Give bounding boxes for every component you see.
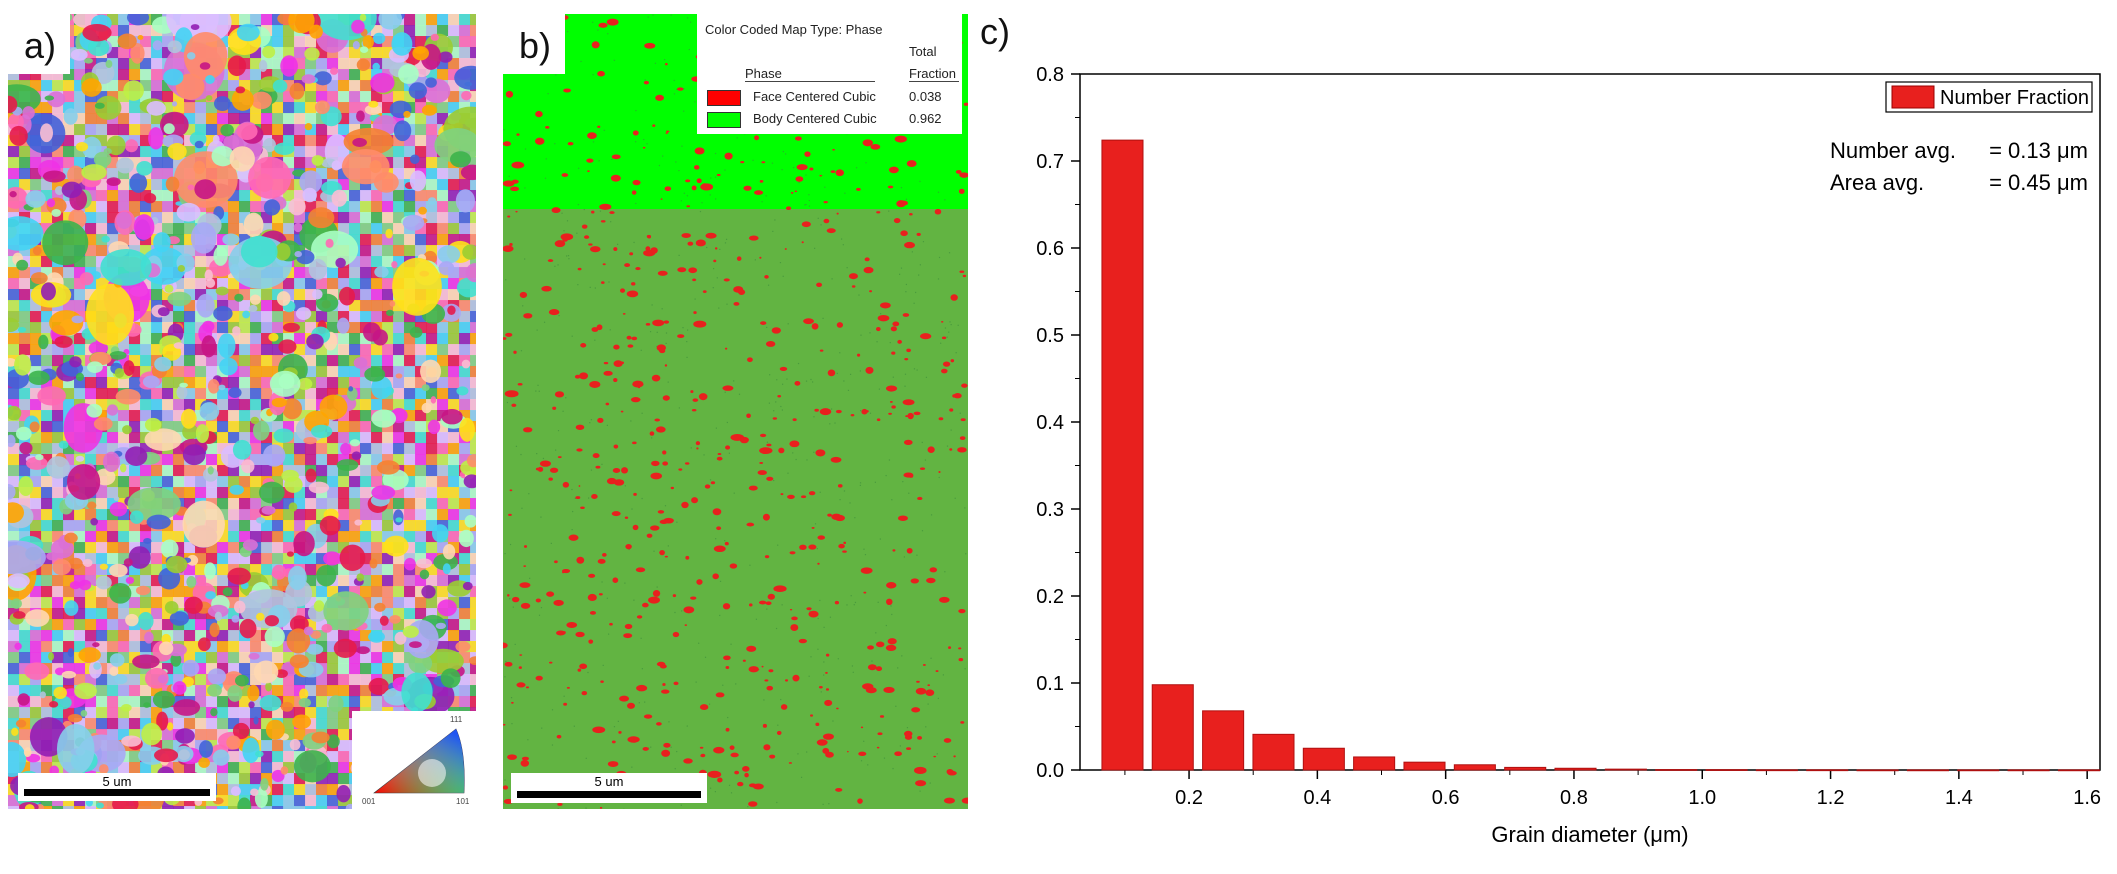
histogram-bar: [1151, 684, 1194, 771]
scale-bar-label: 5 um: [102, 774, 132, 789]
plot-frame: [1079, 73, 2101, 771]
histogram-bar: [2007, 769, 2050, 772]
ipf-label-001: 001: [362, 797, 376, 806]
column-header-fraction: Fraction: [909, 66, 959, 82]
ipf-label-111: 111: [450, 715, 463, 724]
y-tick-label: 0.7: [1036, 151, 1064, 173]
annotation-label: Area avg.: [1830, 170, 1924, 195]
histogram-bar: [1453, 764, 1496, 771]
ipf-triangle-icon: [373, 728, 465, 794]
histogram-bar: [1554, 767, 1597, 771]
chart-legend: Number Fraction: [1885, 81, 2093, 113]
legend-row: Face Centered Cubic 0.038: [705, 88, 960, 108]
histogram-bar: [1755, 769, 1798, 772]
phase-map: b) Color Coded Map Type: Phase Total Pha…: [503, 14, 968, 809]
column-header-total: Total: [909, 44, 937, 59]
panel-c-label: c): [980, 11, 1010, 52]
y-tick-label: 0.6: [1036, 238, 1064, 260]
ipf-label-101: 101: [456, 797, 470, 806]
fcc-color-swatch: [707, 90, 741, 106]
histogram-bar: [2057, 769, 2100, 772]
panel-b-label: b): [503, 14, 566, 74]
legend-phase-fraction: 0.962: [909, 111, 942, 126]
scale-bar: 5 um: [18, 773, 216, 801]
histogram-bar: [1604, 768, 1647, 771]
histogram-bar: [1957, 769, 2000, 772]
y-tick-label: 0.1: [1036, 673, 1064, 695]
annotation-value: = 0.45 μm: [1989, 170, 2088, 195]
y-tick-label: 0.2: [1036, 586, 1064, 608]
annotation-label: Number avg.: [1830, 138, 1956, 163]
x-axis-label: Grain diameter (μm): [1491, 822, 1688, 847]
ipf-orientation-map: a) 5 um 111 001 101: [8, 14, 476, 809]
histogram-bar: [1906, 769, 1949, 772]
histogram-bar: [1806, 769, 1849, 772]
y-tick-label: 0.5: [1036, 325, 1064, 347]
scale-bar-line: [517, 791, 701, 798]
y-tick-label: 0.4: [1036, 412, 1064, 434]
x-tick-label: 0.6: [1432, 787, 1460, 809]
y-tick-label: 0.0: [1036, 760, 1064, 782]
orientation-map-image: [8, 14, 476, 809]
panel-a-label: a): [8, 14, 71, 74]
histogram-bar: [1302, 747, 1345, 771]
y-tick-label: 0.8: [1036, 64, 1064, 86]
legend-swatch: [1891, 85, 1935, 109]
histogram-bar: [1705, 769, 1748, 771]
ipf-color-key: 111 001 101: [352, 711, 476, 809]
column-header-phase: Phase: [745, 66, 875, 82]
grain-size-histogram: 0.0 0.1 0.2 0.3 0.4 0.5 0.6 0.7 0.8 0.2 0.4 0.6 0.8 1…: [1036, 64, 2101, 847]
x-tick-label: 1.0: [1688, 787, 1716, 809]
histogram-bar: [1504, 766, 1547, 771]
x-tick-label: 0.8: [1560, 787, 1588, 809]
histogram-bar: [1655, 769, 1698, 771]
legend-phase-name: Body Centered Cubic: [753, 111, 877, 126]
x-tick-label: 1.2: [1817, 787, 1845, 809]
bcc-color-swatch: [707, 112, 741, 128]
histogram-bar: [1252, 733, 1295, 771]
legend-row: Body Centered Cubic 0.962: [705, 110, 960, 130]
x-tick-label: 0.2: [1175, 787, 1203, 809]
x-tick-label: 1.6: [2073, 787, 2101, 809]
annotation-value: = 0.13 μm: [1989, 138, 2088, 163]
histogram-bar: [1353, 756, 1396, 771]
legend-label: Number Fraction: [1940, 87, 2089, 109]
histogram-bar: [1403, 761, 1446, 771]
scale-bar: 5 um: [511, 773, 707, 803]
legend-phase-name: Face Centered Cubic: [753, 89, 876, 104]
phase-legend: Color Coded Map Type: Phase Total Phase …: [697, 14, 962, 134]
histogram-bar: [1202, 710, 1245, 771]
x-tick-label: 0.4: [1303, 787, 1331, 809]
histogram-bar: [1856, 769, 1899, 772]
scale-bar-label: 5 um: [594, 774, 624, 789]
phase-legend-title: Color Coded Map Type: Phase: [705, 22, 883, 37]
x-tick-label: 1.4: [1945, 787, 1973, 809]
legend-phase-fraction: 0.038: [909, 89, 942, 104]
scale-bar-line: [24, 789, 210, 796]
histogram-bar: [1101, 139, 1144, 771]
y-tick-label: 0.3: [1036, 499, 1064, 521]
